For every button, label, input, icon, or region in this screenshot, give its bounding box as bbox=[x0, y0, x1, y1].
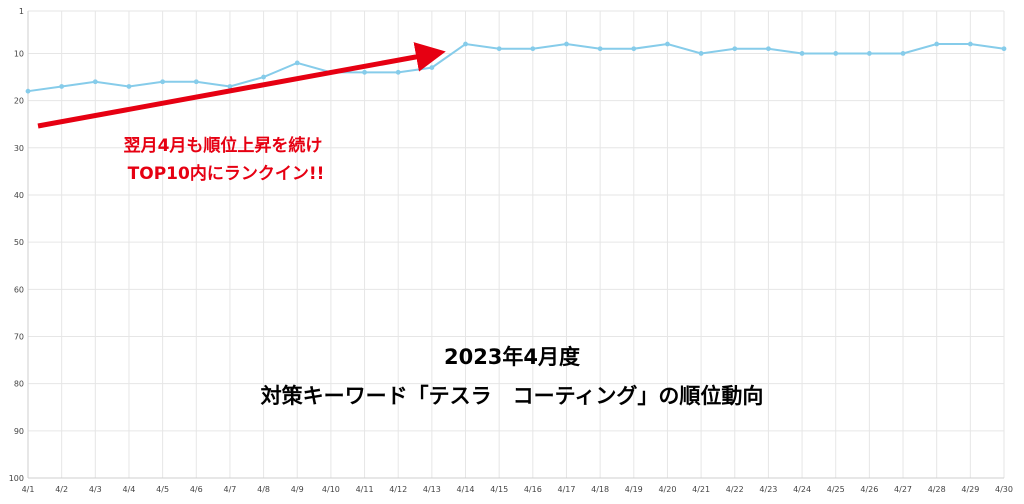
data-point bbox=[631, 46, 637, 52]
data-point bbox=[25, 88, 31, 94]
y-tick-label: 50 bbox=[14, 238, 24, 247]
x-tick-label: 4/17 bbox=[557, 485, 575, 494]
y-axis: 1 10 20 30 40 50 60 70 80 90 100 bbox=[9, 7, 24, 483]
data-point bbox=[496, 46, 502, 52]
x-tick-label: 4/30 bbox=[995, 485, 1013, 494]
data-point bbox=[463, 41, 468, 47]
x-tick-label: 4/27 bbox=[894, 485, 912, 494]
data-point bbox=[261, 74, 266, 80]
data-point bbox=[294, 60, 300, 66]
x-tick-label: 4/3 bbox=[89, 485, 102, 494]
x-tick-label: 4/25 bbox=[827, 485, 845, 494]
data-point bbox=[227, 84, 233, 89]
x-tick-label: 4/9 bbox=[291, 485, 304, 494]
data-point bbox=[833, 51, 839, 56]
y-tick-label: 70 bbox=[14, 332, 24, 341]
x-tick-label: 4/14 bbox=[457, 485, 475, 494]
x-tick-label: 4/2 bbox=[55, 485, 68, 494]
x-tick-label: 4/11 bbox=[356, 485, 374, 494]
y-tick-label: 60 bbox=[14, 285, 24, 294]
annotation-line-2: TOP10内にランクイン!! bbox=[128, 163, 325, 184]
trend-arrow bbox=[37, 42, 446, 129]
y-tick-label: 90 bbox=[14, 427, 24, 436]
data-point bbox=[126, 84, 132, 89]
data-point bbox=[530, 46, 536, 52]
x-tick-label: 4/29 bbox=[961, 485, 979, 494]
x-tick-label: 4/16 bbox=[524, 485, 542, 494]
x-tick-label: 4/4 bbox=[123, 485, 136, 494]
x-tick-label: 4/1 bbox=[22, 485, 35, 494]
annotation-line-1: 翌月4月も順位上昇を続け bbox=[124, 135, 323, 156]
y-tick-label: 1 bbox=[19, 7, 24, 16]
series-line bbox=[27, 42, 1005, 93]
y-tick-label: 40 bbox=[14, 191, 24, 200]
x-tick-label: 4/8 bbox=[257, 485, 270, 494]
y-tick-label: 20 bbox=[14, 97, 24, 106]
x-tick-label: 4/26 bbox=[860, 485, 878, 494]
data-point bbox=[429, 65, 435, 71]
data-point bbox=[362, 69, 367, 75]
y-tick-label: 80 bbox=[14, 380, 24, 389]
data-point bbox=[698, 51, 704, 56]
y-tick-label: 30 bbox=[14, 144, 24, 153]
data-point bbox=[395, 69, 401, 75]
data-point bbox=[799, 51, 805, 56]
x-tick-label: 4/7 bbox=[223, 485, 236, 494]
x-tick-label: 4/28 bbox=[928, 485, 946, 494]
data-point bbox=[732, 46, 738, 52]
data-point bbox=[59, 84, 65, 89]
chart-title-line-1: 2023年4月度 bbox=[444, 345, 580, 369]
data-point bbox=[934, 41, 940, 47]
x-tick-label: 4/13 bbox=[423, 485, 441, 494]
x-axis: 4/1 4/2 4/3 4/4 4/5 4/6 4/7 4/8 4/9 4/10 4/11 4/12 4… bbox=[22, 485, 1013, 494]
data-point bbox=[160, 79, 166, 85]
x-tick-label: 4/10 bbox=[322, 485, 340, 494]
data-point bbox=[92, 79, 98, 85]
data-point bbox=[967, 41, 973, 47]
data-point bbox=[665, 41, 670, 47]
x-tick-label: 4/24 bbox=[793, 485, 811, 494]
x-tick-label: 4/20 bbox=[658, 485, 676, 494]
data-point bbox=[597, 46, 603, 52]
x-tick-label: 4/23 bbox=[759, 485, 777, 494]
data-point bbox=[900, 51, 906, 56]
x-tick-label: 4/22 bbox=[726, 485, 744, 494]
data-point bbox=[193, 79, 199, 85]
data-point bbox=[866, 51, 872, 56]
y-tick-label: 100 bbox=[9, 474, 24, 483]
x-tick-label: 4/19 bbox=[625, 485, 643, 494]
data-point bbox=[564, 41, 569, 47]
x-tick-label: 4/5 bbox=[156, 485, 169, 494]
x-tick-label: 4/6 bbox=[190, 485, 203, 494]
x-tick-label: 4/18 bbox=[591, 485, 609, 494]
chart-title-line-2: 対策キーワード「テスラ コーティング」の順位動向 bbox=[261, 384, 764, 408]
data-points bbox=[25, 41, 1007, 94]
x-tick-label: 4/12 bbox=[389, 485, 407, 494]
x-tick-label: 4/21 bbox=[692, 485, 710, 494]
data-point bbox=[1001, 46, 1007, 52]
x-tick-label: 4/15 bbox=[490, 485, 508, 494]
y-tick-label: 10 bbox=[14, 49, 24, 58]
data-point bbox=[766, 46, 771, 52]
